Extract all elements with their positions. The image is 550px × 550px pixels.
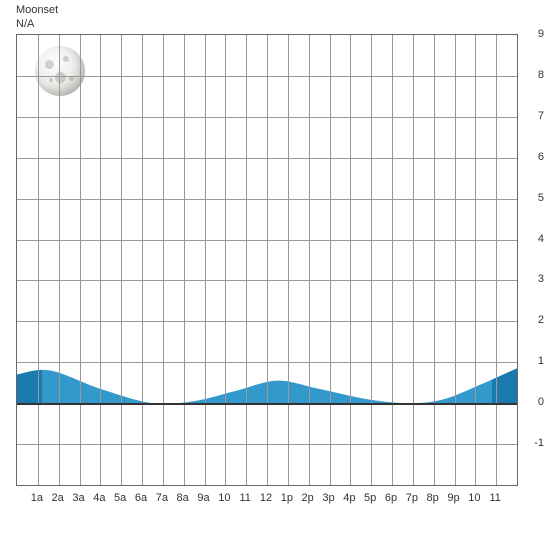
y-tick-label: 4: [538, 233, 544, 245]
x-tick-label: 4a: [93, 492, 105, 504]
gridline-v: [455, 35, 456, 485]
y-tick-label: 1: [538, 355, 544, 367]
gridline-v: [392, 35, 393, 485]
gridline-v: [100, 35, 101, 485]
gridline-h: [17, 158, 517, 159]
gridline-v: [371, 35, 372, 485]
x-tick-label: 5p: [364, 492, 376, 504]
y-tick-label: 3: [538, 273, 544, 285]
x-tick-label: 12: [260, 492, 272, 504]
gridline-v: [163, 35, 164, 485]
gridline-v: [246, 35, 247, 485]
gridline-h: [17, 362, 517, 363]
x-tick-label: 11: [489, 492, 500, 504]
x-tick-label: 5a: [114, 492, 126, 504]
x-tick-label: 8p: [427, 492, 439, 504]
gridline-v: [59, 35, 60, 485]
gridline-v: [121, 35, 122, 485]
x-tick-label: 2a: [52, 492, 64, 504]
zero-line: [17, 403, 517, 405]
gridline-h: [17, 117, 517, 118]
x-tick-label: 4p: [343, 492, 355, 504]
gridline-v: [350, 35, 351, 485]
gridline-v: [184, 35, 185, 485]
gridline-h: [17, 280, 517, 281]
gridline-v: [225, 35, 226, 485]
tide-chart: Moonset N/A 1a2a3a4a5a6a7a8a9a1011121p2p…: [0, 0, 550, 550]
gridline-h: [17, 76, 517, 77]
x-tick-label: 8a: [177, 492, 189, 504]
x-tick-label: 3p: [322, 492, 334, 504]
plot-area: [16, 34, 518, 486]
gridline-h: [17, 444, 517, 445]
x-tick-label: 10: [218, 492, 230, 504]
gridline-v: [267, 35, 268, 485]
gridline-h: [17, 321, 517, 322]
x-tick-label: 10: [468, 492, 480, 504]
x-tick-label: 11: [239, 492, 250, 504]
y-tick-label: -1: [534, 437, 544, 449]
gridline-v: [413, 35, 414, 485]
gridline-v: [496, 35, 497, 485]
gridline-v: [434, 35, 435, 485]
gridline-v: [309, 35, 310, 485]
y-tick-label: 6: [538, 151, 544, 163]
gridline-h: [17, 199, 517, 200]
x-tick-label: 9a: [197, 492, 209, 504]
y-tick-label: 2: [538, 314, 544, 326]
gridline-h: [17, 240, 517, 241]
x-tick-label: 6a: [135, 492, 147, 504]
x-tick-label: 1a: [31, 492, 43, 504]
gridline-v: [288, 35, 289, 485]
chart-subtitle: N/A: [16, 18, 34, 30]
gridline-v: [142, 35, 143, 485]
y-tick-label: 5: [538, 192, 544, 204]
chart-title: Moonset: [16, 4, 58, 16]
x-tick-label: 9p: [447, 492, 459, 504]
y-tick-label: 0: [538, 396, 544, 408]
gridline-v: [205, 35, 206, 485]
x-tick-label: 7p: [406, 492, 418, 504]
gridline-v: [38, 35, 39, 485]
x-tick-label: 6p: [385, 492, 397, 504]
gridline-v: [80, 35, 81, 485]
gridline-v: [475, 35, 476, 485]
x-tick-label: 2p: [302, 492, 314, 504]
x-tick-label: 1p: [281, 492, 293, 504]
y-tick-label: 9: [538, 28, 544, 40]
x-tick-label: 7a: [156, 492, 168, 504]
x-tick-label: 3a: [72, 492, 84, 504]
y-tick-label: 8: [538, 69, 544, 81]
y-tick-label: 7: [538, 110, 544, 122]
gridline-v: [330, 35, 331, 485]
